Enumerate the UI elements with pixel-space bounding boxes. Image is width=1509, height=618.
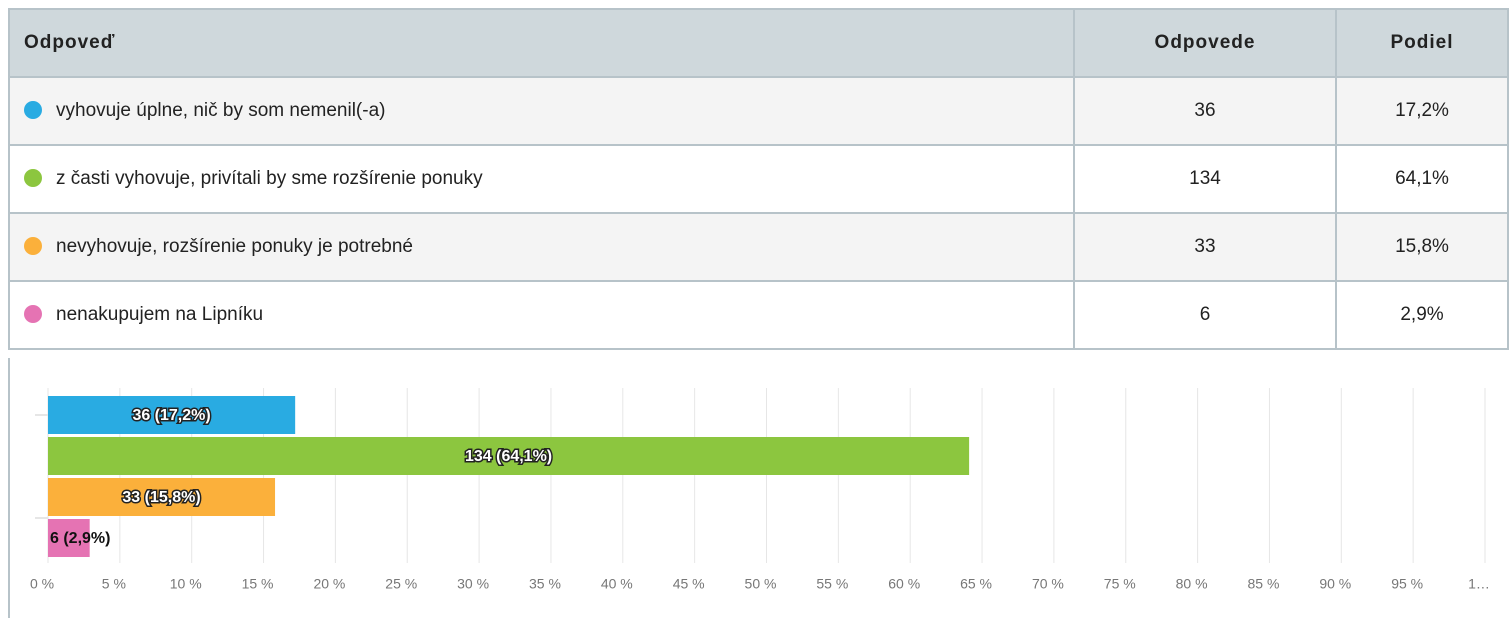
x-tick-label: 10 %: [170, 576, 202, 592]
header-cell: Podiel: [1335, 8, 1509, 78]
cell-text: 17,2%: [1395, 100, 1449, 121]
table-cell: nevyhovuje, rozšírenie ponuky je potrebn…: [8, 212, 1075, 282]
x-tick-label: 40 %: [601, 576, 633, 592]
x-tick-label: 95 %: [1391, 576, 1423, 592]
cell-text: 2,9%: [1400, 304, 1444, 325]
table-cell: 33: [1073, 212, 1337, 282]
results-table: Odpoveď Odpovede Podiel vyhovuje úplne, …: [8, 8, 1509, 350]
table-cell: nenakupujem na Lipníku: [8, 280, 1075, 350]
bar-label: 33 (15,8%): [122, 489, 200, 506]
table-cell: 134: [1073, 144, 1337, 214]
bar-label: 6 (2,9%): [50, 530, 110, 547]
table-cell: 15,8%: [1335, 212, 1509, 282]
x-tick-label: 85 %: [1247, 576, 1279, 592]
table-body: vyhovuje úplne, nič by som nemenil(-a) 36…: [8, 76, 1509, 350]
x-tick-label: 30 %: [457, 576, 489, 592]
cell-text: 33: [1194, 236, 1216, 257]
table-cell: 6: [1073, 280, 1337, 350]
bar: [48, 396, 296, 434]
table-cell: vyhovuje úplne, nič by som nemenil(-a): [8, 76, 1075, 146]
chart: 0 % 5 % 10 % 15 % 20 % 25 % 30 % 35 % 40 % 45 % 50…: [8, 358, 1490, 618]
legend-dot: [24, 101, 42, 119]
x-tick-label: 80 %: [1176, 576, 1208, 592]
bar: [48, 478, 276, 516]
table-cell: 17,2%: [1335, 76, 1509, 146]
legend-dot: [24, 169, 42, 187]
table-row: z časti vyhovuje, privítali by sme rozší…: [8, 144, 1509, 214]
cell-text: vyhovuje úplne, nič by som nemenil(-a): [56, 100, 386, 121]
table-row: nenakupujem na Lipníku 6 2,9%: [8, 280, 1509, 350]
x-tick-label: 1…: [1468, 576, 1490, 592]
header-cell: Odpovede: [1073, 8, 1337, 78]
cell-text: z časti vyhovuje, privítali by sme rozší…: [56, 168, 483, 189]
x-tick-label: 20 %: [313, 576, 345, 592]
table-row: vyhovuje úplne, nič by som nemenil(-a) 36…: [8, 76, 1509, 146]
x-tick-label: 5 %: [102, 576, 126, 592]
cell-text: 15,8%: [1395, 236, 1449, 257]
x-tick-label: 65 %: [960, 576, 992, 592]
x-tick-label: 70 %: [1032, 576, 1064, 592]
x-tick-label: 45 %: [673, 576, 705, 592]
x-tick-label: 0 %: [30, 576, 54, 592]
header-cell: Odpoveď: [8, 8, 1075, 78]
x-tick-label: 75 %: [1104, 576, 1136, 592]
cell-text: 36: [1194, 100, 1216, 121]
x-tick-label: 15 %: [242, 576, 274, 592]
x-tick-label: 25 %: [385, 576, 417, 592]
legend-dot: [24, 305, 42, 323]
cell-text: 134: [1189, 168, 1221, 189]
table-cell: 36: [1073, 76, 1337, 146]
cell-text: nenakupujem na Lipníku: [56, 304, 264, 325]
bar-label: 36 (17,2%): [132, 407, 210, 424]
x-tick-label: 90 %: [1319, 576, 1351, 592]
bar: [48, 519, 90, 557]
table-cell: 64,1%: [1335, 144, 1509, 214]
x-tick-label: 55 %: [816, 576, 848, 592]
cell-text: nevyhovuje, rozšírenie ponuky je potrebn…: [56, 236, 414, 257]
x-tick-label: 50 %: [745, 576, 777, 592]
header-row: Odpoveď Odpovede Podiel: [8, 8, 1509, 78]
legend-dot: [24, 237, 42, 255]
cell-text: 6: [1199, 304, 1211, 325]
x-tick-label: 60 %: [888, 576, 920, 592]
table-row: nevyhovuje, rozšírenie ponuky je potrebn…: [8, 212, 1509, 282]
x-tick-label: 35 %: [529, 576, 561, 592]
bar-label: 134 (64,1%): [465, 448, 552, 465]
table-cell: z časti vyhovuje, privítali by sme rozší…: [8, 144, 1075, 214]
cell-text: 64,1%: [1395, 168, 1449, 189]
table-cell: 2,9%: [1335, 280, 1509, 350]
bar: [48, 437, 970, 475]
